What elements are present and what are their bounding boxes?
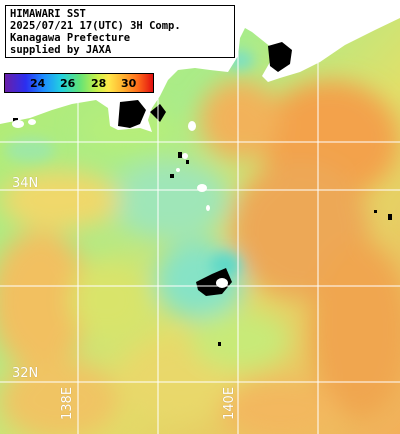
colorbar-label-24: 24 (30, 77, 46, 90)
title-line-1: HIMAWARI SST (10, 8, 86, 20)
temperature-colorbar: 24 26 28 30 (4, 73, 154, 93)
colorbar-label-26: 26 (60, 77, 76, 90)
title-line-2: 2025/07/21 17(UTC) 3H Comp. (10, 20, 181, 32)
lat-label-34n: 34N (12, 176, 39, 191)
lat-label-32n: 32N (12, 366, 39, 381)
lon-label-140e: 140E (222, 386, 237, 420)
colorbar-label-28: 28 (91, 77, 107, 90)
lon-label-138e: 138E (60, 386, 75, 420)
colorbar-label-30: 30 (121, 77, 137, 90)
title-box: HIMAWARI SST 2025/07/21 17(UTC) 3H Comp.… (5, 5, 235, 58)
title-line-4: supplied by JAXA (10, 44, 112, 56)
title-line-3: Kanagawa Prefecture (10, 32, 131, 44)
